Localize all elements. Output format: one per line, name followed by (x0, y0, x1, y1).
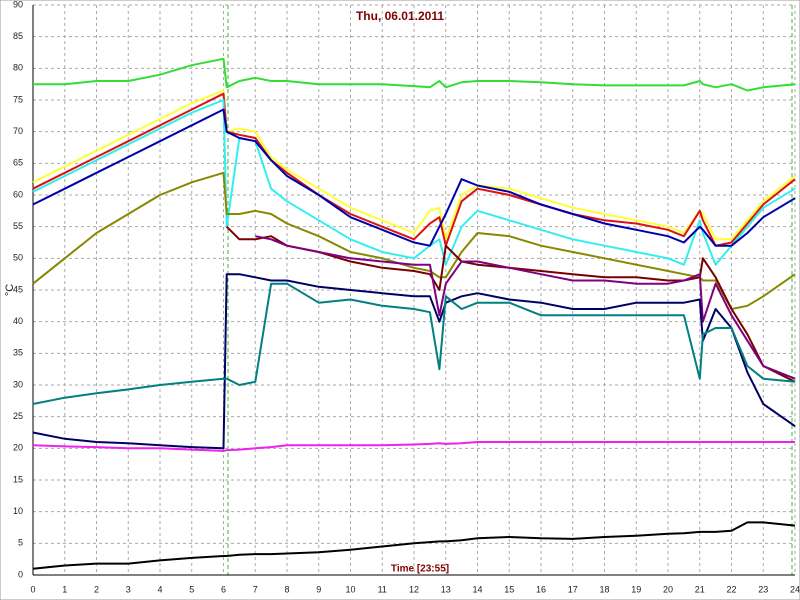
y-tick-label: 85 (13, 31, 23, 41)
x-tick-label: 24 (790, 584, 800, 594)
x-tick-label: 1 (62, 584, 67, 594)
x-tick-label: 11 (378, 584, 387, 594)
x-tick-label: 7 (253, 584, 258, 594)
x-tick-label: 13 (441, 584, 451, 594)
x-tick-label: 14 (472, 584, 482, 594)
y-tick-label: 40 (13, 316, 23, 326)
series-line (32, 441, 795, 452)
x-tick-label: 15 (504, 584, 514, 594)
series-line (255, 235, 796, 380)
x-tick-label: 6 (221, 584, 226, 594)
y-tick-label: 0 (18, 569, 23, 579)
x-tick-label: 12 (409, 584, 419, 594)
series-line (32, 282, 796, 405)
series-line (32, 92, 796, 247)
y-tick-label: 5 (18, 538, 23, 548)
y-tick-label: 20 (13, 443, 23, 453)
x-tick-label: 20 (663, 584, 673, 594)
x-tick-label: 22 (726, 584, 736, 594)
x-tick-label: 2 (94, 584, 99, 594)
y-tick-label: 10 (13, 506, 23, 516)
y-tick-label: 55 (13, 221, 23, 231)
y-tick-label: 65 (13, 158, 23, 168)
y-axis-label: °C (4, 284, 16, 296)
y-tick-label: 15 (13, 474, 23, 484)
x-tick-label: 8 (284, 584, 289, 594)
y-tick-label: 35 (13, 348, 23, 358)
x-tick-label: 4 (157, 584, 162, 594)
x-tick-label: 19 (631, 584, 641, 594)
x-tick-label: 9 (316, 584, 321, 594)
y-tick-label: 30 (13, 379, 23, 389)
x-tick-label: 23 (758, 584, 768, 594)
series-line (32, 108, 796, 247)
y-tick-label: 60 (13, 189, 23, 199)
y-tick-label: 45 (13, 284, 23, 294)
x-axis-label: Time [23:55] (391, 564, 449, 575)
y-tick-label: 75 (13, 94, 23, 104)
series-line (33, 57, 796, 92)
x-tick-label: 5 (189, 584, 194, 594)
x-tick-label: 18 (599, 584, 609, 594)
x-tick-label: 17 (568, 584, 578, 594)
chart-title: Thu, 06.01.2011 (356, 9, 444, 23)
x-tick-label: 3 (126, 584, 131, 594)
y-tick-label: 80 (13, 63, 23, 73)
x-tick-label: 10 (345, 584, 355, 594)
x-tick-label: 16 (536, 584, 546, 594)
y-tick-label: 70 (13, 126, 23, 136)
y-tick-label: 25 (13, 411, 23, 421)
series-line (32, 521, 796, 570)
y-tick-label: 90 (13, 0, 23, 9)
x-tick-label: 21 (695, 584, 705, 594)
series-line (32, 99, 796, 266)
series-line (32, 273, 796, 450)
x-tick-label: 0 (30, 584, 35, 594)
y-tick-label: 50 (13, 253, 23, 263)
